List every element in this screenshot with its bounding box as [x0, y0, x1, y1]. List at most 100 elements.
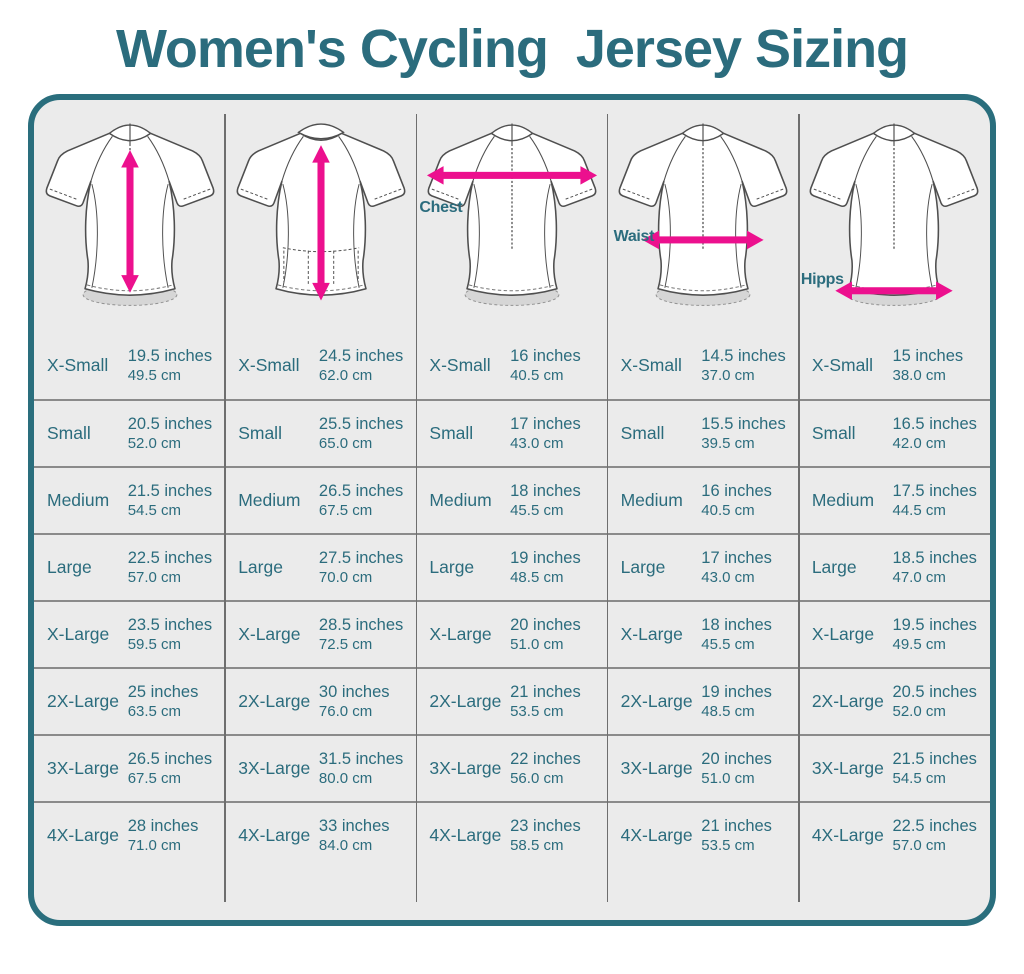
- size-value: 19.5 inches 49.5 cm: [893, 615, 979, 655]
- jersey-front-view: [809, 123, 979, 307]
- size-row: X-Small 24.5 inches 62.0 cm: [225, 332, 416, 399]
- raglan-seam: [337, 136, 361, 182]
- inches-value: 21.5 inches: [127, 481, 213, 500]
- size-row: 3X-Large 26.5 inches 67.5 cm: [34, 734, 226, 801]
- size-value: 22.5 inches 57.0 cm: [128, 548, 214, 588]
- size-name: X-Small: [811, 355, 874, 376]
- jersey-front-view: [618, 123, 788, 307]
- inches-value: 18 inches: [701, 615, 772, 634]
- inches-value: 24.5 inches: [318, 346, 404, 365]
- size-name: 4X-Large: [811, 825, 884, 846]
- cm-value: 56.0 cm: [510, 769, 564, 787]
- size-value: 14.5 inches 37.0 cm: [701, 346, 787, 386]
- size-row: Large 19 inches 48.5 cm: [416, 533, 608, 600]
- inches-value: 22 inches: [510, 749, 581, 768]
- cm-value: 43.0 cm: [510, 434, 564, 452]
- side-seam: [161, 184, 169, 289]
- inches-value: 31.5 inches: [318, 749, 404, 768]
- inches-value: 18 inches: [510, 481, 581, 500]
- size-row: 2X-Large 21 inches 53.5 cm: [416, 667, 608, 734]
- size-row: Small 20.5 inches 52.0 cm: [34, 399, 226, 466]
- inches-value: 19 inches: [510, 548, 581, 567]
- inches-value: 17 inches: [510, 414, 581, 433]
- waist-label: Waist: [613, 228, 655, 246]
- size-name: X-Small: [429, 355, 491, 376]
- cm-value: 57.0 cm: [127, 568, 182, 586]
- size-name: Medium: [811, 490, 875, 511]
- jersey-back-view: [236, 123, 406, 301]
- size-row: 3X-Large 21.5 inches 54.5 cm: [798, 734, 990, 801]
- size-name: Small: [620, 423, 665, 444]
- raglan-seam: [663, 136, 687, 182]
- size-value: 21.5 inches 54.5 cm: [128, 481, 214, 521]
- cm-value: 38.0 cm: [892, 366, 946, 384]
- size-row: Small 17 inches 43.0 cm: [416, 399, 608, 466]
- size-name: Medium: [620, 490, 683, 511]
- size-value: 16 inches 40.5 cm: [510, 346, 583, 386]
- cm-value: 53.5 cm: [510, 702, 564, 720]
- size-name: 3X-Large: [811, 758, 884, 779]
- jersey-front-view: [426, 123, 598, 307]
- size-name: Small: [47, 423, 91, 444]
- size-value: 28.5 inches 72.5 cm: [319, 615, 405, 655]
- cm-value: 49.5 cm: [127, 366, 182, 384]
- size-row: X-Small 19.5 inches 49.5 cm: [34, 332, 225, 399]
- cm-value: 52.0 cm: [127, 434, 182, 452]
- cm-value: 37.0 cm: [701, 366, 755, 384]
- size-value: 22 inches 56.0 cm: [510, 749, 583, 789]
- raglan-seam: [854, 136, 878, 182]
- column-hips: Hipps X-Small 15 inches 38.0 cm Small 16…: [798, 100, 990, 920]
- size-value: 17.5 inches 44.5 cm: [893, 481, 979, 521]
- size-rows: X-Small 16 inches 40.5 cm Small 17 inche…: [416, 332, 608, 868]
- size-value: 30 inches 76.0 cm: [319, 682, 392, 722]
- inches-value: 15.5 inches: [701, 414, 786, 433]
- size-row: 3X-Large 20 inches 51.0 cm: [607, 734, 799, 801]
- size-value: 21.5 inches 54.5 cm: [893, 749, 979, 789]
- size-name: Small: [429, 423, 474, 444]
- horizontal-double-arrow-icon: [835, 281, 954, 301]
- size-row: X-Small 16 inches 40.5 cm: [416, 332, 607, 399]
- size-name: 4X-Large: [429, 825, 502, 846]
- side-seam: [926, 184, 934, 289]
- inches-value: 33 inches: [318, 816, 390, 835]
- jersey-front-view: [45, 123, 215, 307]
- size-name: Small: [811, 423, 856, 444]
- size-row: Medium 21.5 inches 54.5 cm: [34, 466, 226, 533]
- size-row: Large 27.5 inches 70.0 cm: [225, 533, 417, 600]
- size-value: 26.5 inches 67.5 cm: [319, 481, 405, 521]
- cm-value: 84.0 cm: [318, 836, 373, 854]
- size-value: 18 inches 45.5 cm: [510, 481, 583, 521]
- size-row: 4X-Large 28 inches 71.0 cm: [34, 801, 226, 868]
- size-row: 2X-Large 30 inches 76.0 cm: [225, 667, 417, 734]
- size-name: 3X-Large: [620, 758, 693, 779]
- size-row: Medium 16 inches 40.5 cm: [607, 466, 799, 533]
- size-name: 4X-Large: [620, 825, 693, 846]
- size-row: Large 22.5 inches 57.0 cm: [34, 533, 226, 600]
- size-name: 3X-Large: [47, 758, 119, 779]
- inches-value: 27.5 inches: [318, 548, 404, 567]
- raglan-seam: [146, 136, 170, 182]
- cm-value: 67.5 cm: [318, 501, 373, 519]
- inches-value: 30 inches: [318, 682, 390, 701]
- raglan-seam: [281, 136, 304, 182]
- inches-value: 23 inches: [510, 816, 581, 835]
- vertical-double-arrow-icon: [120, 150, 139, 293]
- chest-label: Chest: [419, 199, 463, 217]
- inches-value: 26.5 inches: [318, 481, 404, 500]
- size-name: 4X-Large: [238, 825, 311, 846]
- cm-value: 51.0 cm: [510, 635, 564, 653]
- inches-value: 17.5 inches: [892, 481, 977, 500]
- cm-value: 59.5 cm: [127, 635, 182, 653]
- cm-value: 40.5 cm: [510, 366, 564, 384]
- size-name: Large: [238, 557, 283, 578]
- inches-value: 25 inches: [127, 682, 199, 701]
- cm-value: 63.5 cm: [127, 702, 182, 720]
- hem-seam: [468, 284, 556, 292]
- size-value: 15 inches 38.0 cm: [893, 346, 966, 386]
- inches-value: 28.5 inches: [318, 615, 404, 634]
- size-value: 26.5 inches 67.5 cm: [128, 749, 214, 789]
- inches-value: 18.5 inches: [892, 548, 977, 567]
- cm-value: 44.5 cm: [892, 501, 946, 519]
- size-value: 17 inches 43.0 cm: [510, 414, 583, 454]
- cm-value: 65.0 cm: [318, 434, 373, 452]
